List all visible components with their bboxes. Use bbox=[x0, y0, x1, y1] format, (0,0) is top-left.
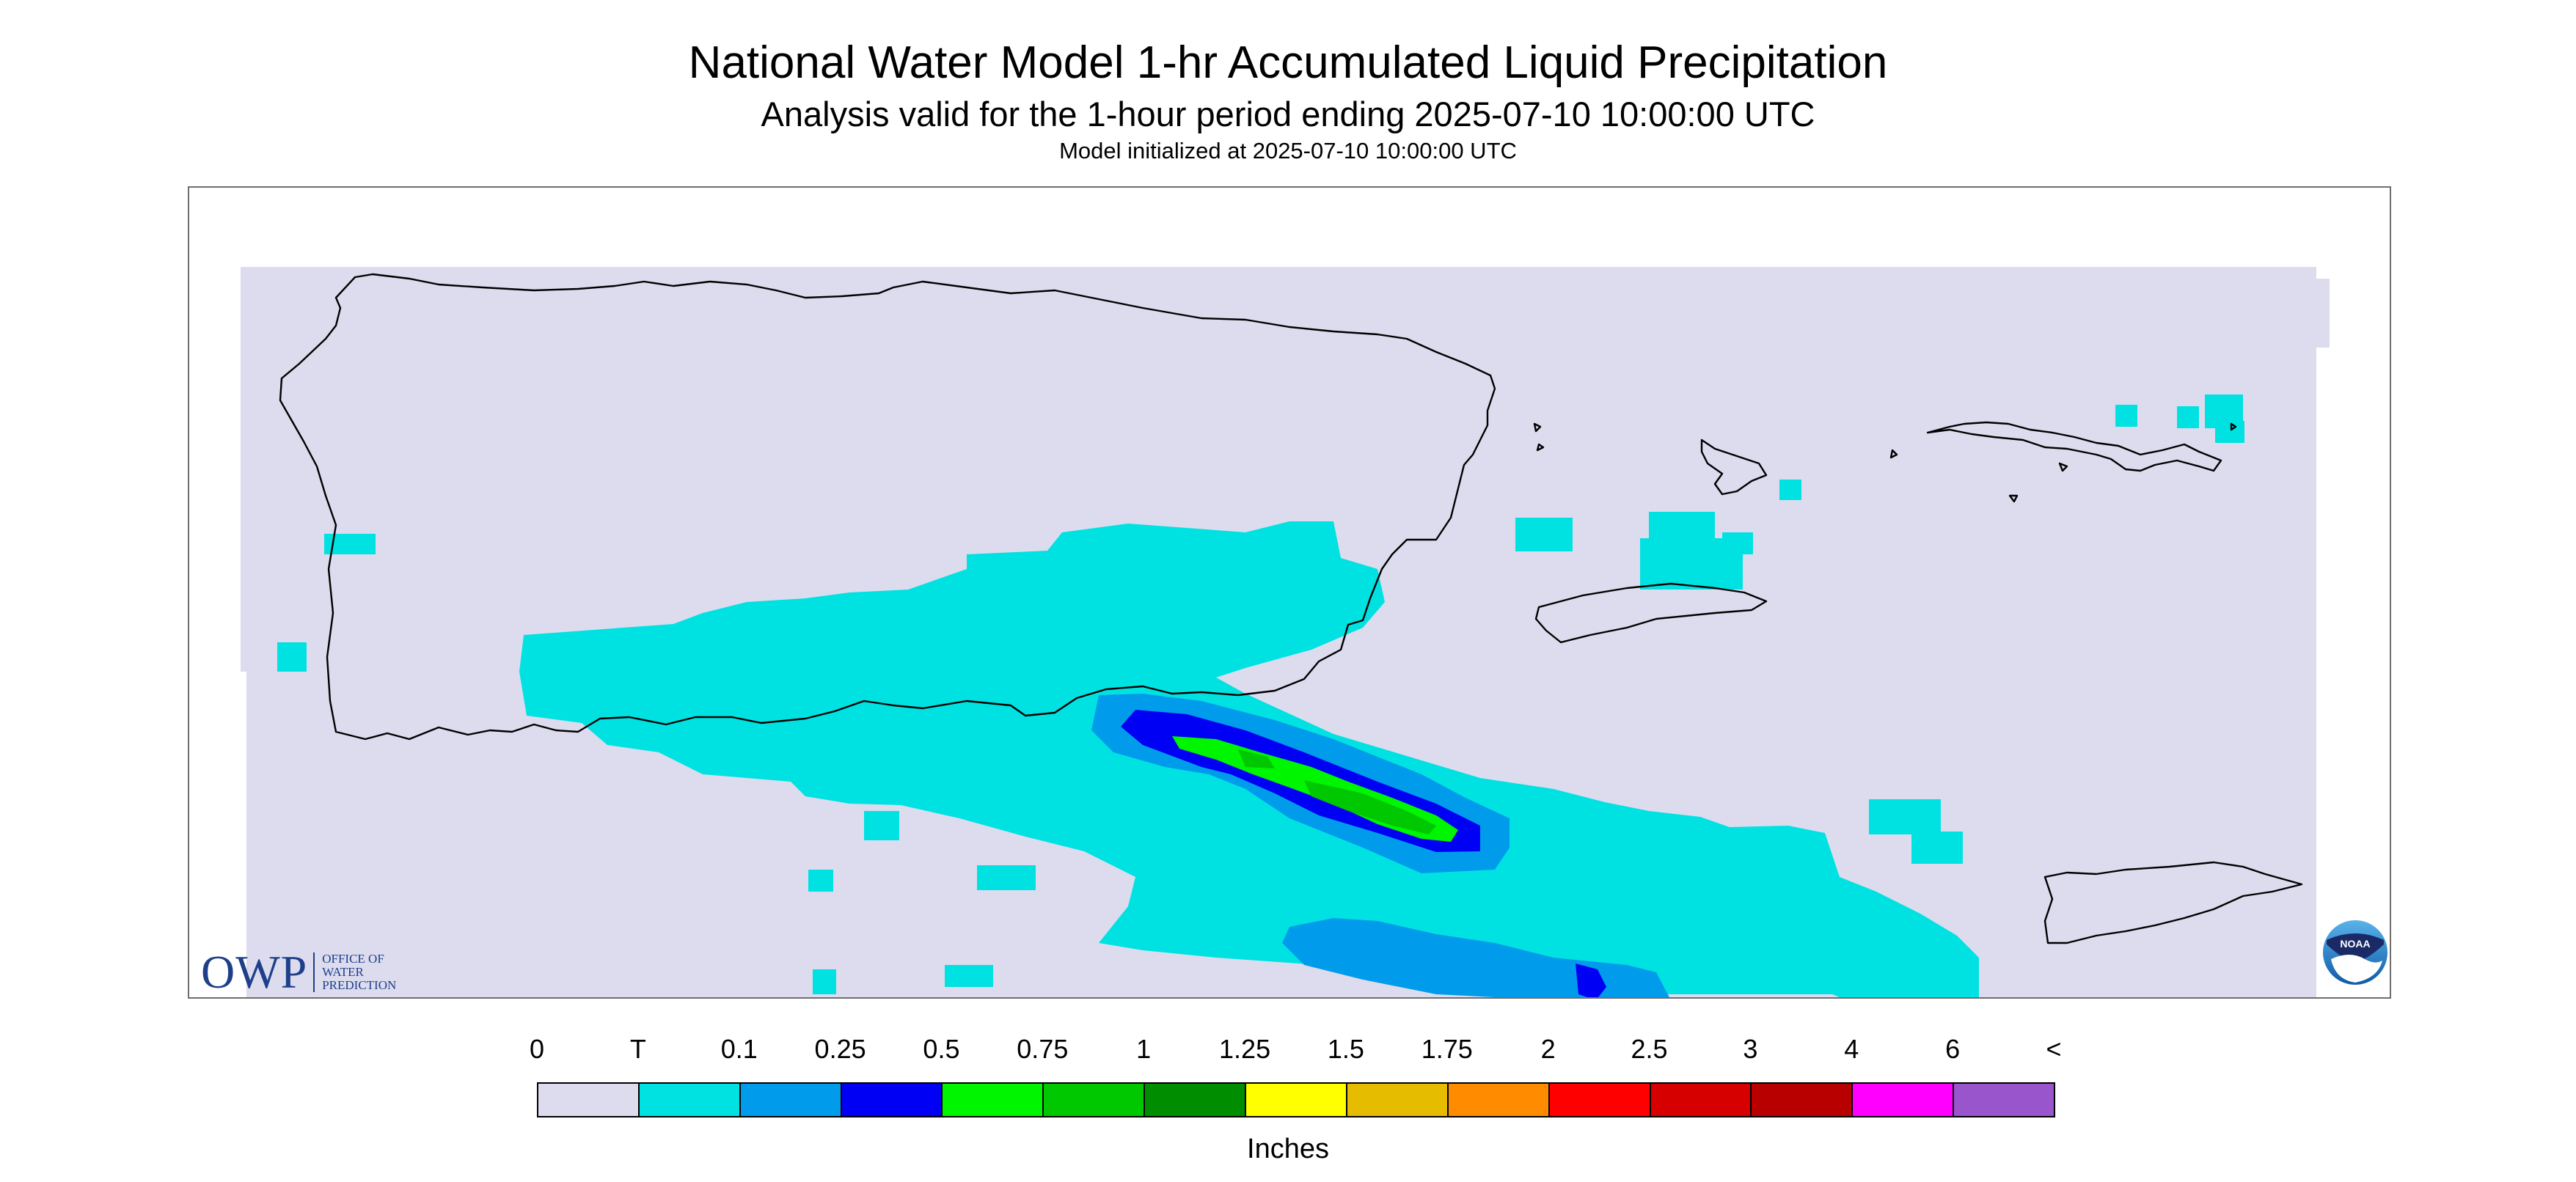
legend-swatch bbox=[1042, 1082, 1146, 1117]
legend-swatch bbox=[739, 1082, 842, 1117]
owp-logo-line-3: PREDICTION bbox=[322, 978, 397, 992]
legend-swatch bbox=[1750, 1082, 1854, 1117]
legend-tick-label: 0.5 bbox=[923, 1034, 960, 1064]
vieques-outline bbox=[1534, 582, 1768, 644]
legend-swatch bbox=[1953, 1082, 2055, 1117]
page-title: National Water Model 1-hr Accumulated Li… bbox=[688, 37, 1888, 88]
legend-tick-label: 1.75 bbox=[1421, 1034, 1473, 1064]
st-thomas-stjohn-outline bbox=[1926, 421, 2222, 472]
legend-tick-label: 2.5 bbox=[1631, 1034, 1668, 1064]
owp-logo-text: OFFICE OF WATER PREDICTION bbox=[322, 952, 396, 992]
legend-tick-label: 0.25 bbox=[814, 1034, 866, 1064]
owp-logo-line-1: OFFICE OF bbox=[322, 952, 384, 966]
model-init-line: Model initialized at 2025-07-10 10:00:00… bbox=[1059, 138, 1517, 164]
noaa-logo: NOAA bbox=[2321, 919, 2389, 986]
legend-swatch bbox=[1245, 1082, 1347, 1117]
st-croix-outline bbox=[2043, 861, 2303, 944]
map-panel: OWP OFFICE OF WATER PREDICTION NOAA bbox=[188, 186, 2391, 999]
legend-swatch bbox=[637, 1082, 741, 1117]
legend-swatch bbox=[1548, 1082, 1651, 1117]
legend-tick-label: 4 bbox=[1844, 1034, 1859, 1064]
legend-swatch bbox=[840, 1082, 943, 1117]
legend-swatch bbox=[1851, 1082, 1955, 1117]
legend-tick-label: 1.25 bbox=[1219, 1034, 1271, 1064]
owp-logo-mark: OWP bbox=[201, 946, 308, 998]
precip-0.75-area bbox=[1238, 749, 1436, 834]
owp-logo: OWP OFFICE OF WATER PREDICTION bbox=[201, 946, 396, 998]
legend-tick-label: 1.5 bbox=[1327, 1034, 1364, 1064]
legend-tick-label: 3 bbox=[1743, 1034, 1758, 1064]
culebra-outline bbox=[1700, 438, 1768, 496]
legend-swatch bbox=[1446, 1082, 1550, 1117]
legend-tick-label: 0 bbox=[529, 1034, 545, 1064]
legend-swatch bbox=[1649, 1082, 1752, 1117]
legend-tick-label: 2 bbox=[1540, 1034, 1556, 1064]
page-subtitle: Analysis valid for the 1-hour period end… bbox=[761, 95, 1815, 133]
legend-tick-label: 6 bbox=[1945, 1034, 1961, 1064]
legend-tick-label: T bbox=[629, 1034, 646, 1064]
owp-logo-divider bbox=[313, 952, 315, 992]
legend-tick-label: 1 bbox=[1136, 1034, 1152, 1064]
legend-swatch bbox=[1345, 1082, 1449, 1117]
puerto-rico-outline bbox=[279, 273, 1496, 741]
legend-tick-label: < bbox=[2046, 1034, 2062, 1064]
legend-swatch bbox=[537, 1082, 640, 1117]
coastline-outlines bbox=[279, 273, 2303, 944]
owp-logo-line-2: WATER bbox=[322, 965, 364, 979]
noaa-logo-text: NOAA bbox=[2340, 938, 2370, 950]
legend-swatch bbox=[941, 1082, 1044, 1117]
legend-swatch bbox=[1144, 1082, 1247, 1117]
legend-tick-label: 0.75 bbox=[1017, 1034, 1069, 1064]
precipitation-map bbox=[241, 267, 2330, 997]
legend-unit-label: Inches bbox=[1247, 1134, 1329, 1164]
legend-tick-label: 0.1 bbox=[720, 1034, 758, 1064]
